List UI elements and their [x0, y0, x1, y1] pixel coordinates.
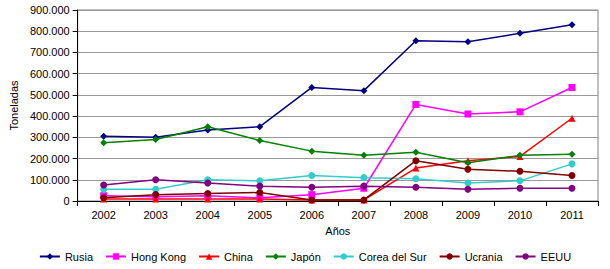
svg-text:Japón: Japón: [291, 251, 321, 263]
svg-text:100.000: 100.000: [30, 174, 70, 186]
svg-text:Toneladas: Toneladas: [8, 80, 20, 131]
svg-text:2007: 2007: [352, 209, 376, 221]
svg-text:Hong Kong: Hong Kong: [131, 251, 186, 263]
svg-text:600.000: 600.000: [30, 68, 70, 80]
svg-text:400.000: 400.000: [30, 110, 70, 122]
svg-text:2011: 2011: [560, 209, 584, 221]
svg-text:Rusia: Rusia: [65, 251, 94, 263]
svg-text:500.000: 500.000: [30, 89, 70, 101]
svg-text:2005: 2005: [248, 209, 272, 221]
svg-text:2009: 2009: [456, 209, 480, 221]
svg-text:2003: 2003: [143, 209, 167, 221]
svg-text:0: 0: [64, 195, 70, 207]
svg-text:2010: 2010: [508, 209, 532, 221]
svg-text:Corea del Sur: Corea del Sur: [359, 251, 427, 263]
svg-text:200.000: 200.000: [30, 153, 70, 165]
svg-text:Ucrania: Ucrania: [465, 251, 504, 263]
svg-text:2006: 2006: [300, 209, 324, 221]
svg-text:300.000: 300.000: [30, 131, 70, 143]
svg-text:2004: 2004: [196, 209, 220, 221]
svg-text:China: China: [224, 251, 254, 263]
svg-text:2002: 2002: [91, 209, 115, 221]
svg-text:Años: Años: [325, 225, 351, 237]
svg-text:900.000: 900.000: [30, 4, 70, 16]
svg-text:2008: 2008: [404, 209, 428, 221]
svg-text:EEUU: EEUU: [541, 251, 572, 263]
svg-text:800.000: 800.000: [30, 25, 70, 37]
svg-text:700.000: 700.000: [30, 46, 70, 58]
